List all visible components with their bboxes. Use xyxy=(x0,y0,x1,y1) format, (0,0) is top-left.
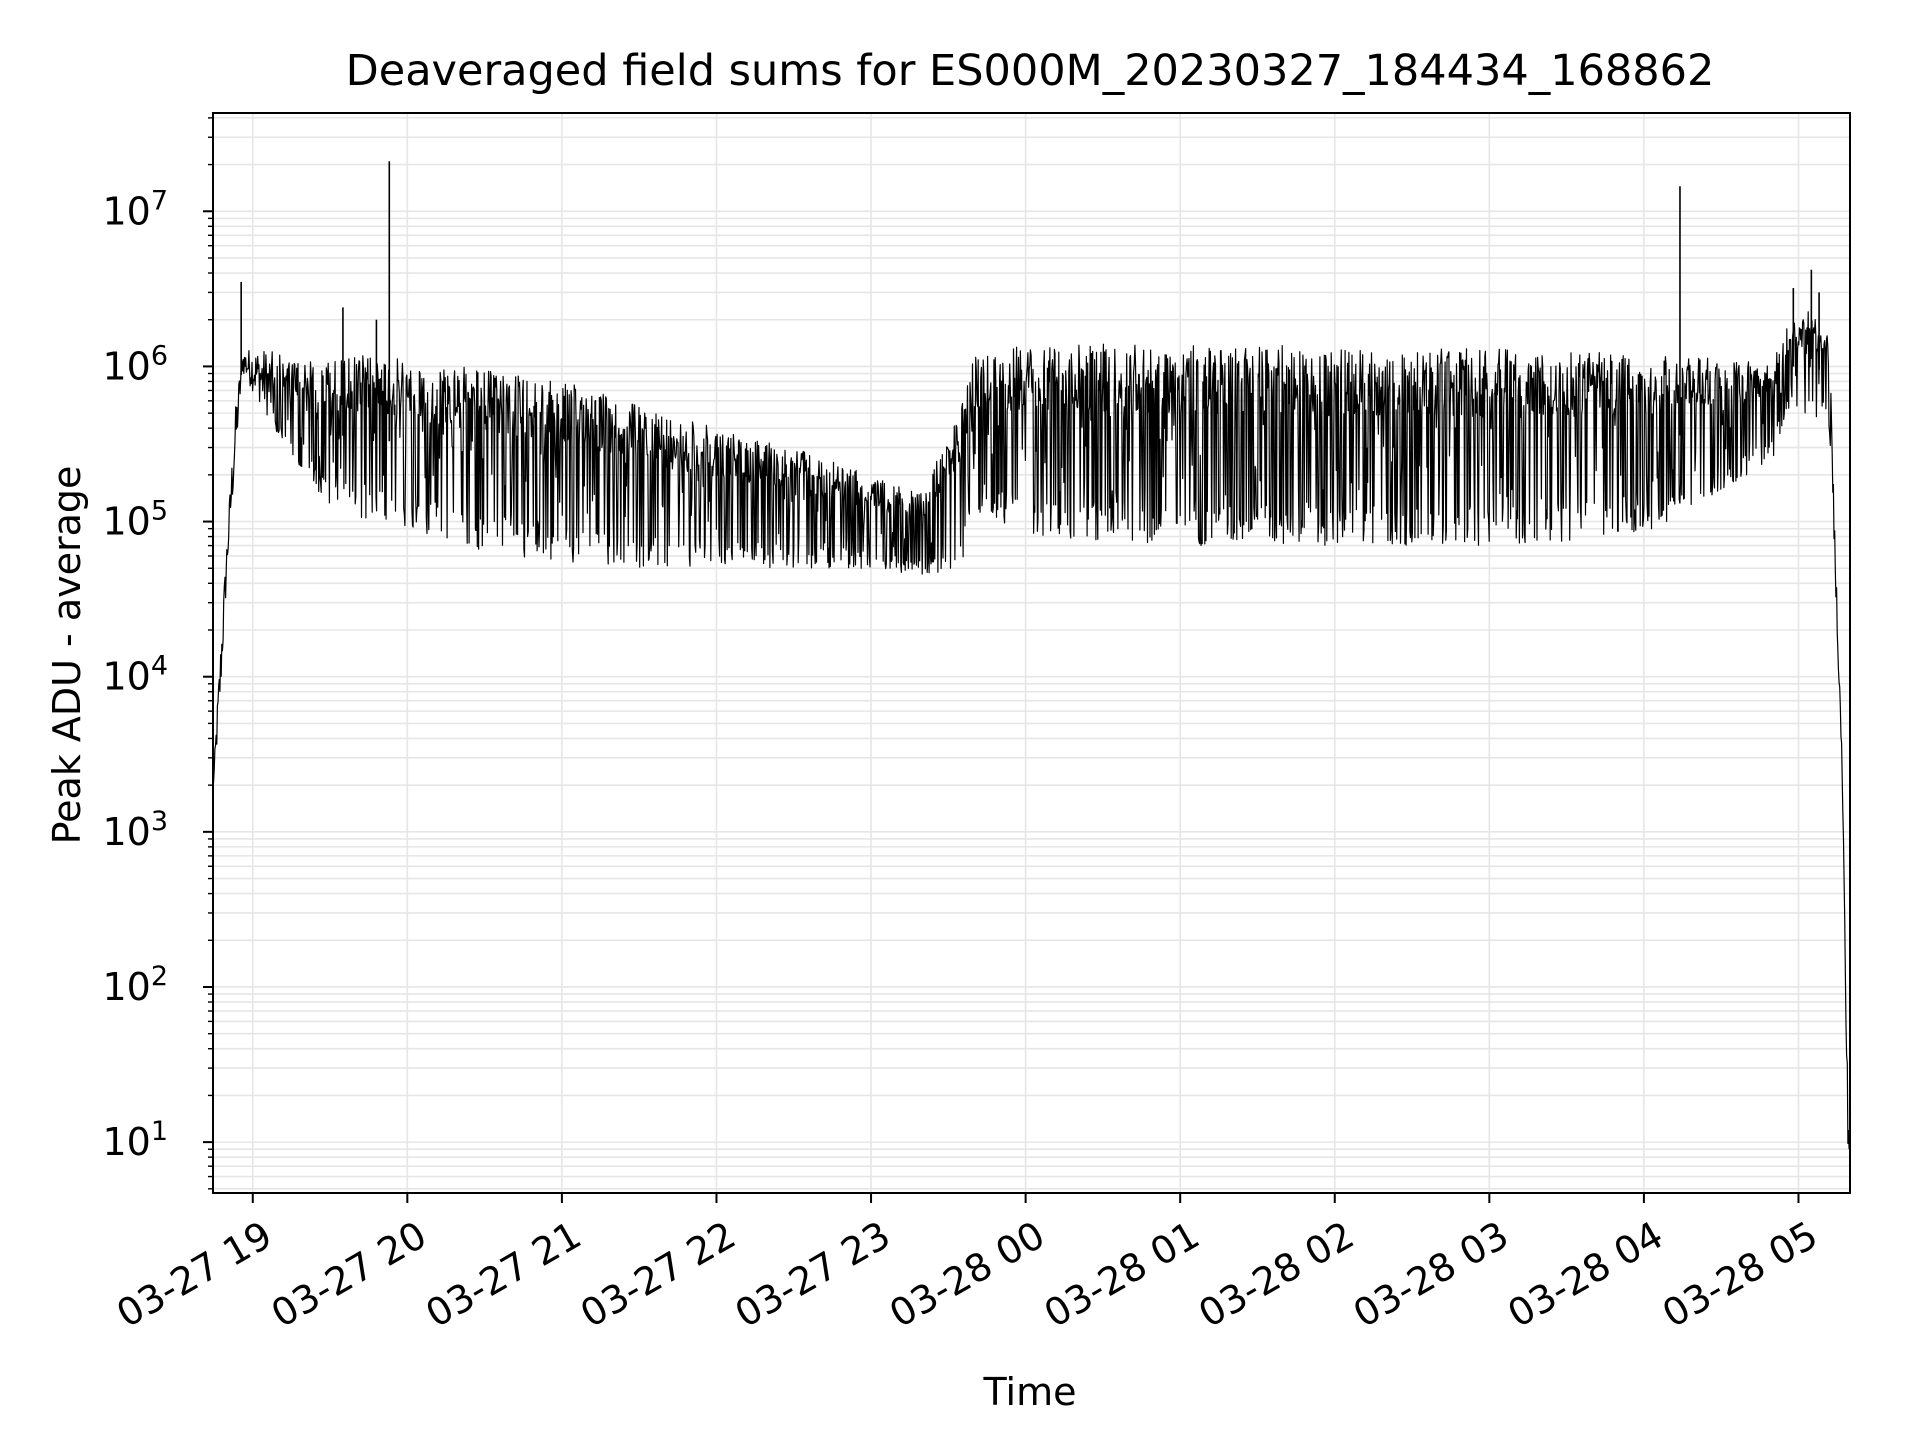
plot-layer xyxy=(212,161,1850,1150)
y-tick-label: 105 xyxy=(102,496,168,544)
x-axis-label: Time xyxy=(983,1370,1077,1414)
axes-frame xyxy=(212,112,1851,1194)
y-tick-label: 101 xyxy=(102,1116,168,1164)
x-tick-label: 03-28 04 xyxy=(1500,1213,1670,1337)
y-tick-label: 102 xyxy=(102,961,168,1009)
y-tick-label: 104 xyxy=(102,651,168,699)
series-line xyxy=(212,311,1850,1150)
y-tick-label: 103 xyxy=(102,806,168,854)
x-tick-label: 03-27 19 xyxy=(109,1213,279,1337)
x-tick-label: 03-28 01 xyxy=(1037,1213,1207,1337)
x-tick-label: 03-28 02 xyxy=(1191,1213,1361,1337)
y-tick-label: 107 xyxy=(102,185,168,233)
y-tick-label: 106 xyxy=(102,340,168,388)
x-tick-label: 03-27 21 xyxy=(418,1213,588,1337)
chart-title: Deaveraged field sums for ES000M_2023032… xyxy=(346,46,1715,96)
x-tick-label: 03-27 23 xyxy=(728,1213,898,1337)
x-tick-label: 03-27 20 xyxy=(264,1213,434,1337)
x-tick-label: 03-27 22 xyxy=(573,1213,743,1337)
y-axis-label: Peak ADU - average xyxy=(45,466,89,845)
grid-layer xyxy=(213,113,1850,1193)
x-tick-label: 03-28 03 xyxy=(1346,1213,1516,1337)
x-tick-label: 03-28 00 xyxy=(882,1213,1052,1337)
x-tick-label: 03-28 05 xyxy=(1655,1213,1825,1337)
